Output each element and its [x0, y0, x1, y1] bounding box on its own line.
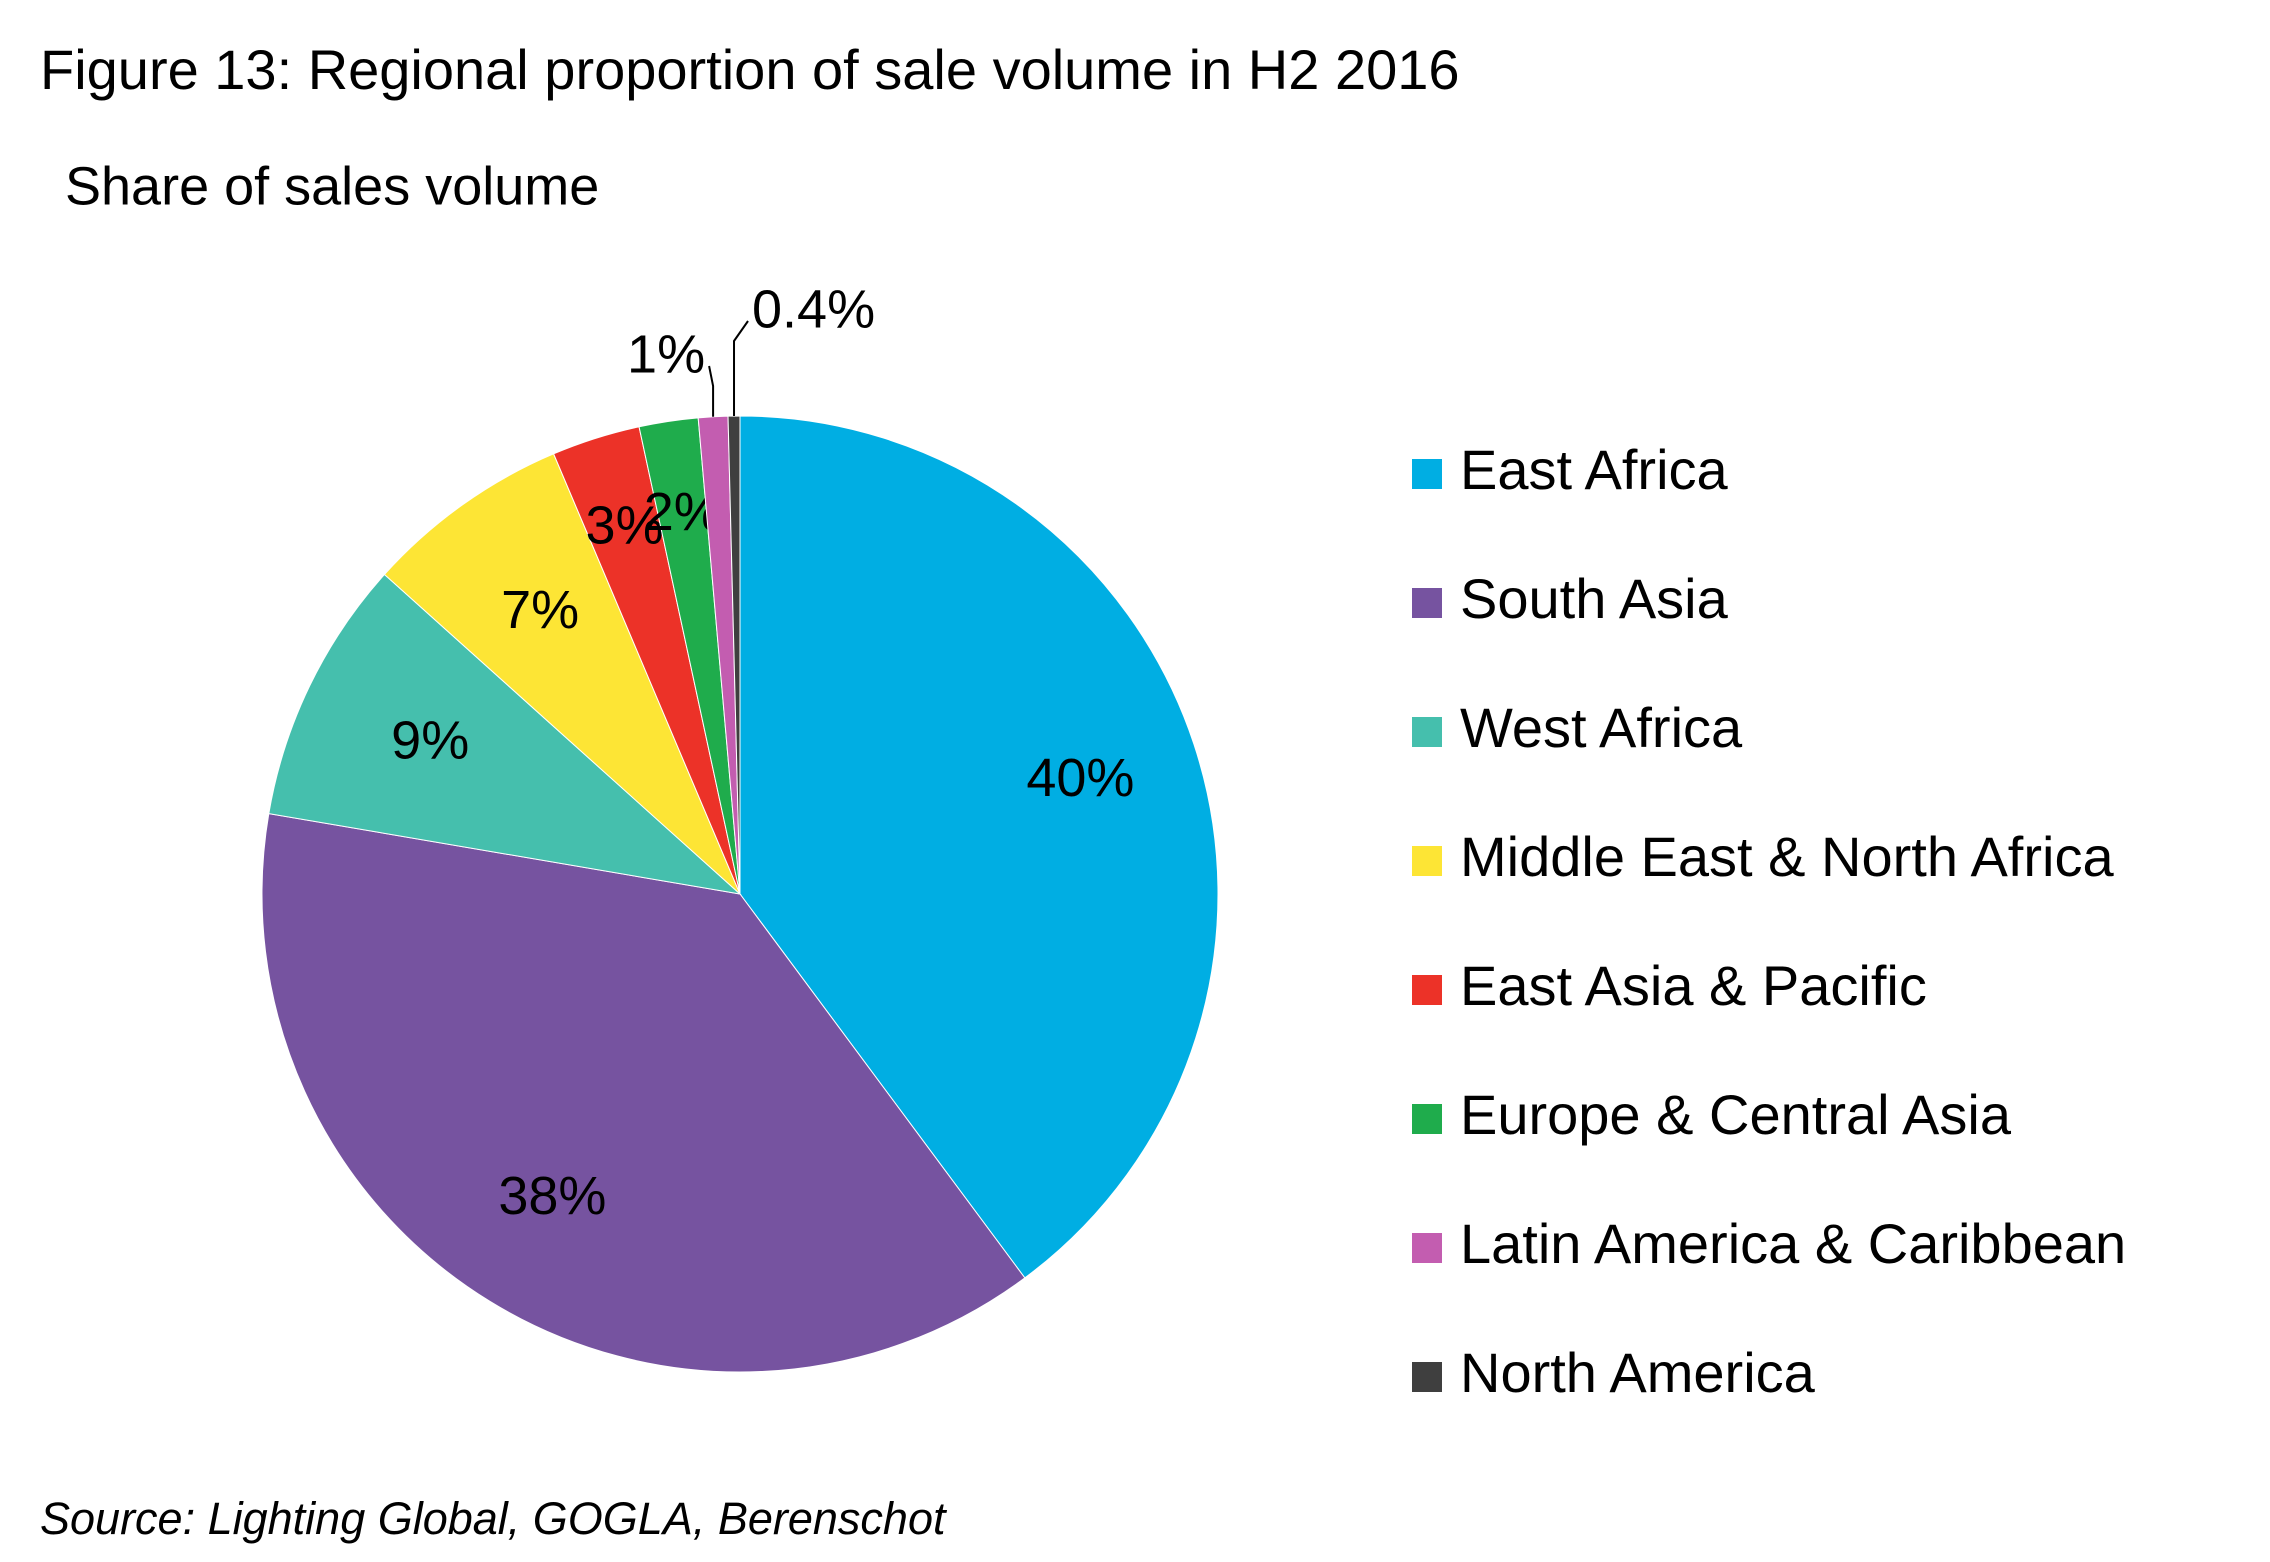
- pie-slice: [383, 453, 741, 895]
- pie-slice: [268, 573, 742, 895]
- value-label: 38%: [498, 1166, 606, 1226]
- legend-label: Europe & Central Asia: [1460, 1083, 2012, 1146]
- legend-label: Latin America & Caribbean: [1460, 1212, 2126, 1275]
- value-label: 9%: [391, 710, 469, 770]
- value-label: 40%: [1026, 748, 1134, 808]
- legend-swatch: [1412, 717, 1442, 747]
- legend-swatch: [1412, 459, 1442, 489]
- legend-label: South Asia: [1460, 567, 1729, 630]
- legend-label: Middle East & North Africa: [1460, 825, 2114, 888]
- legend-swatch: [1412, 1233, 1442, 1263]
- value-label: 7%: [501, 580, 579, 640]
- leader-line: [708, 365, 715, 417]
- legend-swatch: [1412, 846, 1442, 876]
- legend-label: North America: [1460, 1341, 1816, 1404]
- pie-slice: [727, 415, 741, 895]
- legend-label: East Africa: [1460, 438, 1729, 501]
- legend-swatch: [1412, 1104, 1442, 1134]
- leader-line: [733, 320, 749, 417]
- pie-slice: [739, 415, 1219, 1279]
- legend-label: East Asia & Pacific: [1460, 954, 1927, 1017]
- chart-title: Figure 13: Regional proportion of sale v…: [40, 38, 1460, 101]
- source-note: Source: Lighting Global, GOGLA, Berensch…: [40, 1493, 948, 1544]
- legend-swatch: [1412, 1362, 1442, 1392]
- chart-subtitle: Share of sales volume: [65, 156, 599, 216]
- legend-label: West Africa: [1460, 696, 1743, 759]
- value-label: 0.4%: [752, 279, 875, 339]
- legend-swatch: [1412, 975, 1442, 1005]
- legend-swatch: [1412, 588, 1442, 618]
- pie-slice: [261, 813, 1026, 1373]
- value-label: 1%: [627, 324, 705, 384]
- value-label: 3%: [586, 496, 664, 556]
